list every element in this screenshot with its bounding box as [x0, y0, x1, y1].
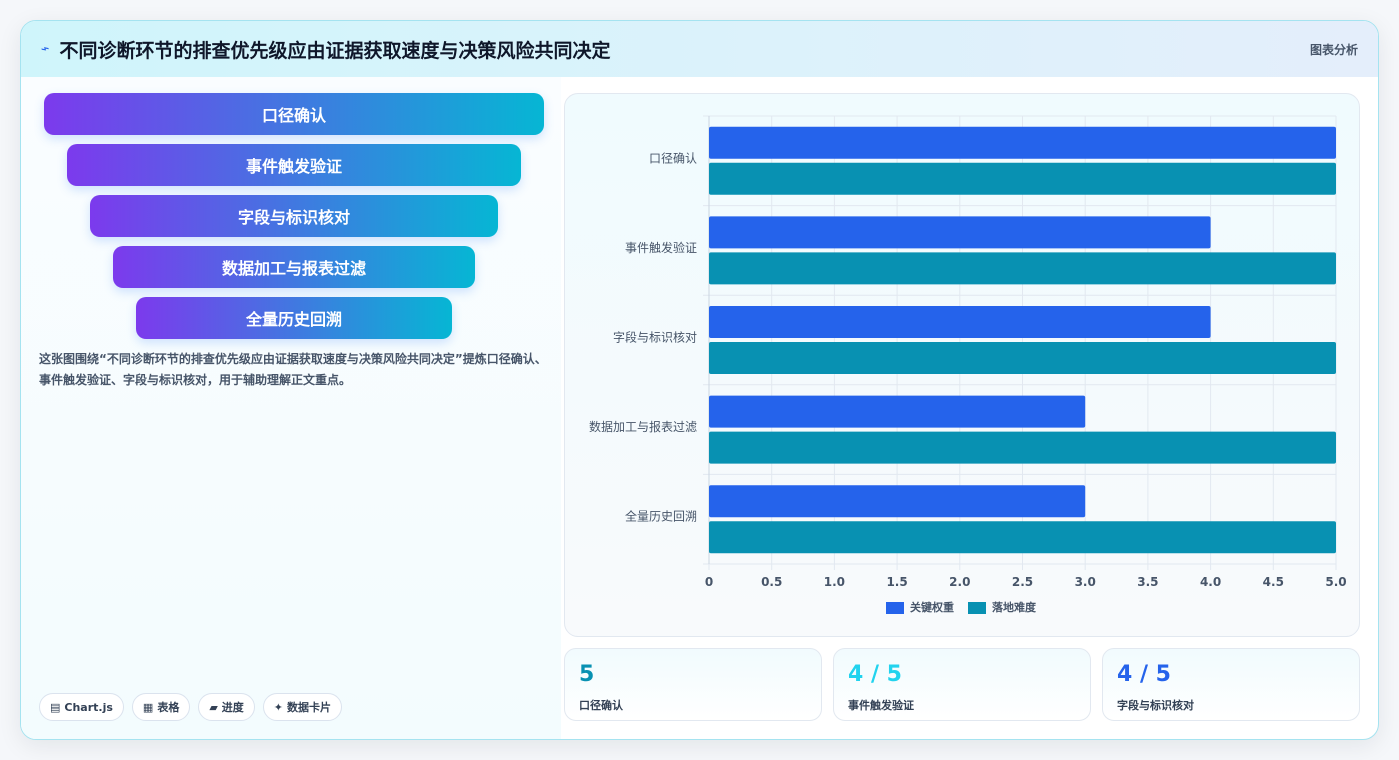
stat-card: 4 / 5 事件触发验证: [833, 648, 1091, 721]
legend-label: 关键权重: [910, 600, 954, 614]
funnel-step: 字段与标识核对: [90, 195, 498, 237]
stat-label: 事件触发验证: [848, 699, 914, 712]
sparkle-icon: ✦: [273, 700, 284, 714]
bar: [709, 252, 1336, 285]
bar-chart: 0 0.5 1.0 1.5 2.0 2.5 3.0 3.5 4.0 4.5 5.0 口径确认事件触发验…: [589, 115, 1347, 614]
y-tick-label: 字段与标识核对: [613, 330, 697, 345]
chart-panel: 0 0.5 1.0 1.5 2.0 2.5 3.0 3.5 4.0 4.5 5.0 口径确认事件触发验…: [564, 93, 1360, 637]
x-tick-label: 3.0: [1075, 575, 1096, 589]
bar: [709, 342, 1336, 374]
funnel-step: 口径确认: [44, 93, 544, 135]
y-tick-label: 口径确认: [649, 151, 697, 165]
chip-progress[interactable]: ▰ 进度: [198, 693, 255, 721]
x-tick-label: 2.0: [949, 575, 970, 589]
y-tick-label: 数据加工与报表过滤: [589, 419, 697, 434]
bar: [709, 216, 1211, 249]
stat-value: 4 / 5: [1117, 662, 1171, 687]
stat-label: 口径确认: [579, 699, 623, 712]
chip-label: 数据卡片: [287, 701, 332, 714]
chip-chartjs[interactable]: ▤ Chart.js: [39, 693, 124, 721]
header-tag: 图表分析: [1309, 42, 1358, 57]
chart-description: 这张图围绕“不同诊断环节的排查优先级应由证据获取速度与决策风险共同决定”提炼口径…: [39, 352, 547, 387]
stat-value: 4 / 5: [848, 662, 902, 687]
header: ⌁ 不同诊断环节的排查优先级应由证据获取速度与决策风险共同决定 图表分析: [21, 21, 1378, 77]
x-tick-label: 1.5: [886, 575, 907, 589]
x-tick-label: 0: [705, 575, 713, 589]
bar: [709, 395, 1086, 428]
chart-line-icon: ⌁: [38, 40, 52, 58]
stat-card: 4 / 5 字段与标识核对: [1102, 648, 1360, 721]
progress-icon: ▰: [209, 700, 218, 714]
legend-swatch: [968, 602, 986, 614]
x-tick-label: 0.5: [761, 575, 782, 589]
chip-label: 表格: [157, 701, 180, 714]
x-tick-label: 1.0: [824, 575, 845, 589]
y-tick-label: 事件触发验证: [625, 240, 697, 255]
page-title: 不同诊断环节的排查优先级应由证据获取速度与决策风险共同决定: [59, 39, 611, 62]
bar: [709, 306, 1211, 338]
feature-chips: ▤ Chart.js ▦ 表格 ▰ 进度 ✦ 数据卡片: [39, 693, 343, 721]
chart-icon: ▤: [50, 700, 61, 714]
funnel-step: 全量历史回溯: [136, 297, 452, 339]
bar: [709, 126, 1336, 159]
x-tick-label: 4.5: [1263, 575, 1284, 589]
x-tick-label: 4.0: [1200, 575, 1221, 589]
left-panel: 口径确认 事件触发验证 字段与标识核对 数据加工与报表过滤 全量历史回溯 这张图…: [21, 77, 561, 739]
bar: [709, 162, 1336, 195]
stat-label: 字段与标识核对: [1117, 699, 1194, 712]
x-tick-label: 5.0: [1325, 575, 1346, 589]
bar: [709, 485, 1086, 518]
bar: [709, 431, 1336, 464]
bar: [709, 521, 1336, 554]
y-tick-label: 全量历史回溯: [625, 509, 697, 524]
x-tick-label: 2.5: [1012, 575, 1033, 589]
legend-label: 落地难度: [992, 600, 1037, 614]
x-tick-label: 3.5: [1137, 575, 1158, 589]
chip-data-card[interactable]: ✦ 数据卡片: [262, 693, 343, 721]
table-icon: ▦: [142, 700, 154, 714]
stat-card: 5 口径确认: [564, 648, 822, 721]
funnel-step: 数据加工与报表过滤: [113, 246, 475, 288]
chip-table[interactable]: ▦ 表格: [131, 693, 191, 721]
chip-label: 进度: [221, 701, 244, 714]
stat-value: 5: [579, 662, 595, 687]
main-card: ⌁ 不同诊断环节的排查优先级应由证据获取速度与决策风险共同决定 图表分析 口径确…: [20, 20, 1379, 740]
legend-swatch: [886, 602, 904, 614]
funnel-step: 事件触发验证: [67, 144, 521, 186]
chip-label: Chart.js: [64, 700, 113, 714]
